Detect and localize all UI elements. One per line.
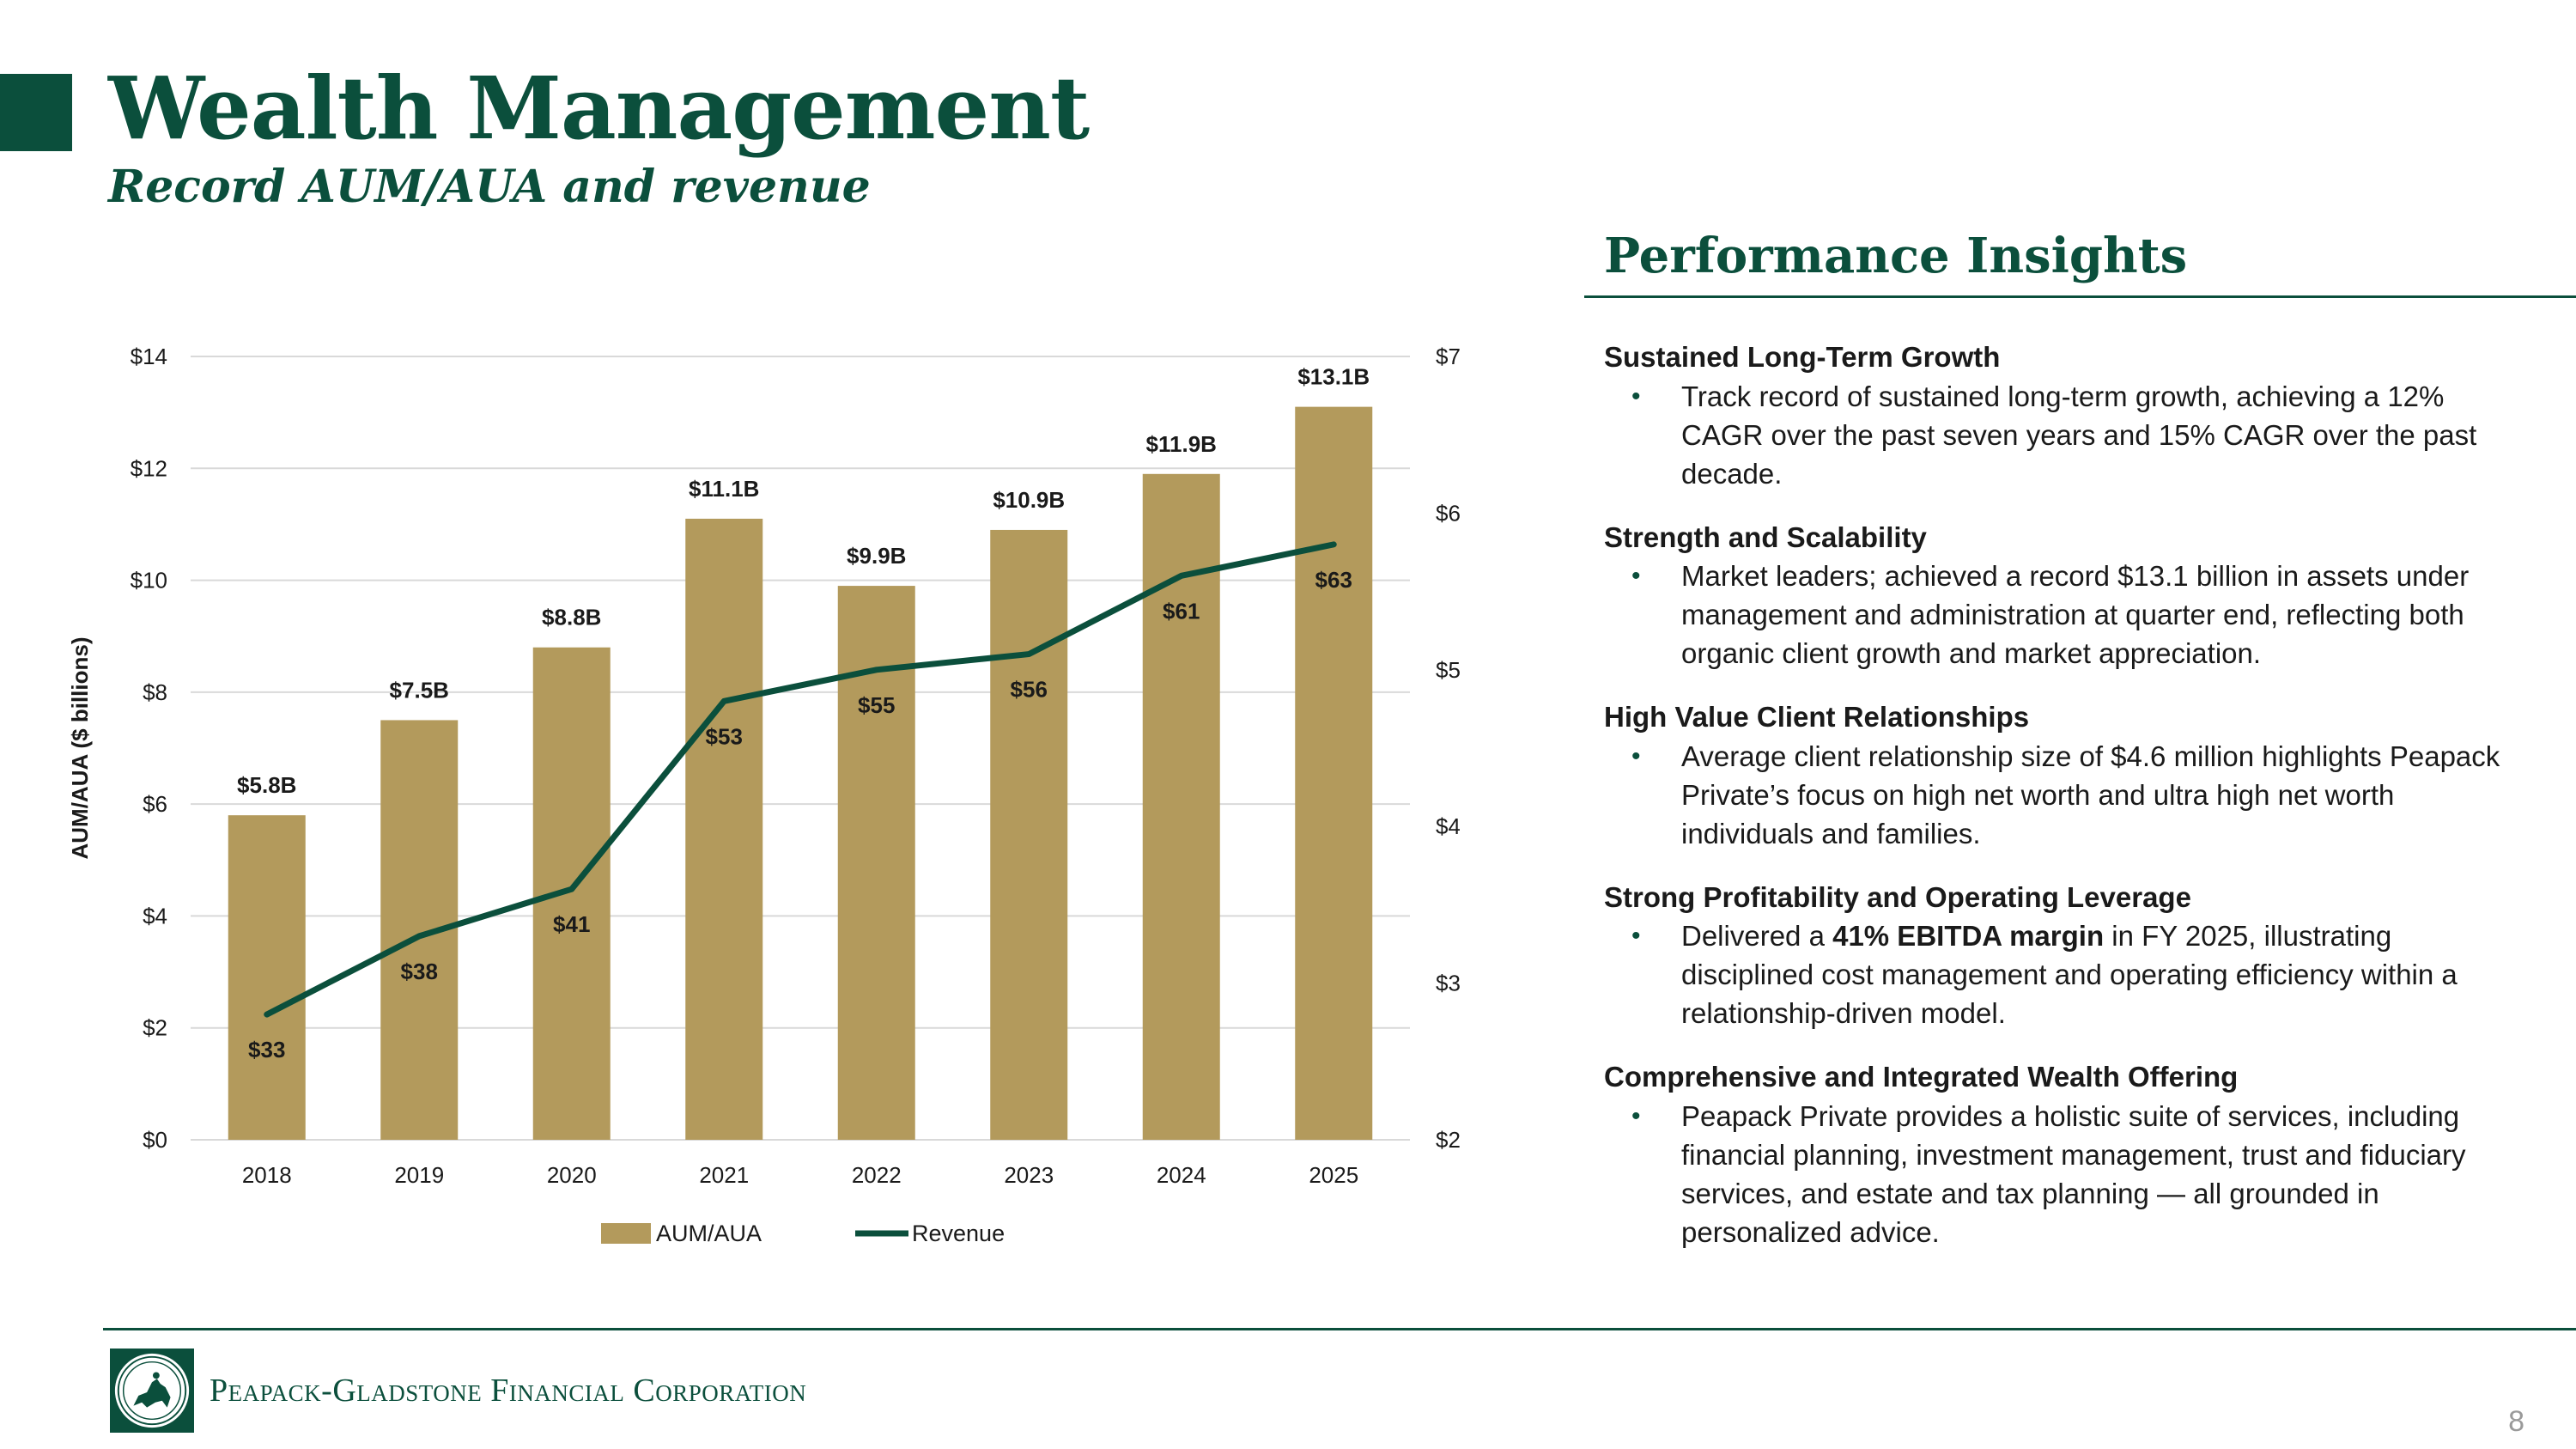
aum-data-label: $9.9B xyxy=(847,543,906,569)
chart-gridlines xyxy=(191,356,1410,1141)
insight-heading: Strong Profitability and Operating Lever… xyxy=(1604,880,2191,913)
aum-data-label: $8.8B xyxy=(542,605,601,630)
page-number: 8 xyxy=(2508,1405,2524,1438)
y2-tick-label: $45 xyxy=(1436,813,1460,839)
aum-revenue-chart: $5.8B $7.5B $8.8B $11.1B $9.9B $10.9B $11.9B $1… xyxy=(67,344,1460,1246)
y2-tick-label: $25 xyxy=(1436,1127,1460,1153)
x-tick-label: 2024 xyxy=(1157,1162,1206,1188)
x-tick-label: 2020 xyxy=(547,1162,597,1188)
bullet-icon: • xyxy=(1631,381,1641,411)
x-tick-label: 2019 xyxy=(394,1162,444,1188)
aum-bar xyxy=(532,647,611,1140)
insight-item: High Value Client Relationships • Average… xyxy=(1604,698,2531,853)
y-axis-title: AUM/AUA ($ billions) xyxy=(67,636,93,859)
revenue-line-group xyxy=(264,541,1337,1018)
x-tick-label: 2025 xyxy=(1309,1162,1358,1188)
chart-legend: AUM/AUA Revenue xyxy=(601,1221,1005,1246)
insight-item: Strength and Scalability • Market leaders… xyxy=(1604,519,2531,673)
aum-data-label: $10.9B xyxy=(993,487,1065,513)
aum-data-label: $13.1B xyxy=(1297,364,1370,390)
bullet-icon: • xyxy=(1631,1101,1641,1130)
revenue-data-label: $61 xyxy=(1163,598,1200,624)
y2-tick-label: $75 xyxy=(1436,344,1460,369)
y2-tick-label: $55 xyxy=(1436,657,1460,683)
insights-divider xyxy=(1584,295,2576,298)
y-tick-label: $14 xyxy=(131,344,167,369)
insight-body: • Average client relationship size of $4.… xyxy=(1604,737,2531,853)
revenue-point xyxy=(1179,574,1183,578)
aum-bar xyxy=(1295,406,1373,1141)
aum-data-label: $7.5B xyxy=(390,677,449,703)
aum-data-label: $11.1B xyxy=(689,476,759,502)
y-tick-label: $0 xyxy=(143,1127,167,1153)
x-tick-label: 2023 xyxy=(1004,1162,1054,1188)
page-subtitle: Record AUM/AUA and revenue xyxy=(108,161,871,213)
revenue-point xyxy=(1332,542,1336,546)
y-tick-label: $2 xyxy=(143,1015,167,1041)
bullet-icon: • xyxy=(1631,741,1641,770)
revenue-data-label: $55 xyxy=(858,692,895,718)
legend-swatch-aum xyxy=(601,1223,651,1244)
revenue-data-label: $56 xyxy=(1011,677,1048,703)
insight-body: • Track record of sustained long-term gro… xyxy=(1604,377,2531,493)
y2-tick-label: $35 xyxy=(1436,971,1460,996)
aum-bar xyxy=(837,586,915,1140)
legend-label-revenue: Revenue xyxy=(912,1221,1005,1246)
bullet-icon: • xyxy=(1631,562,1641,591)
x-tick-label: 2021 xyxy=(699,1162,749,1188)
legend-label-aum: AUM/AUA xyxy=(656,1221,762,1246)
insight-heading: High Value Client Relationships xyxy=(1604,701,2030,734)
insight-body: • Delivered a 41% EBITDA margin in FY 202… xyxy=(1604,916,2531,1032)
y-tick-label: $12 xyxy=(131,455,167,481)
footer-divider xyxy=(103,1328,2576,1330)
revenue-point xyxy=(569,887,574,892)
insight-item: Sustained Long-Term Growth • Track record… xyxy=(1604,338,2531,493)
aum-bar xyxy=(1142,473,1220,1140)
insight-item: Strong Profitability and Operating Lever… xyxy=(1604,879,2531,1033)
chart-axes: $0 $2 $4 $6 $8 $10 $12 $14 $25 $35 $45 $55 $65 $75 AUM… xyxy=(67,344,1460,1188)
y-tick-label: $8 xyxy=(143,679,167,705)
bullet-icon: • xyxy=(1631,922,1641,951)
aum-bar xyxy=(685,518,763,1140)
revenue-data-label: $33 xyxy=(248,1037,285,1062)
title-accent-square xyxy=(0,74,72,151)
revenue-data-label: $53 xyxy=(706,723,743,749)
y2-tick-label: $65 xyxy=(1436,500,1460,526)
aum-data-label: $11.9B xyxy=(1146,431,1217,457)
revenue-point xyxy=(874,667,878,672)
revenue-point xyxy=(264,1013,269,1017)
y-tick-label: $4 xyxy=(143,903,167,928)
y-tick-label: $6 xyxy=(143,791,167,817)
x-tick-label: 2022 xyxy=(852,1162,902,1188)
revenue-data-label: $63 xyxy=(1315,567,1352,593)
revenue-data-label: $41 xyxy=(553,911,590,937)
insights-title: Performance Insights xyxy=(1604,228,2188,284)
insight-heading: Sustained Long-Term Growth xyxy=(1604,341,2001,373)
aum-bar xyxy=(990,529,1068,1140)
insight-heading: Comprehensive and Integrated Wealth Offe… xyxy=(1604,1061,2239,1093)
revenue-line xyxy=(264,541,1337,1018)
company-name: Peapack-Gladstone Financial Corporation xyxy=(210,1373,807,1409)
horse-rider-seal-icon xyxy=(110,1349,194,1433)
revenue-point xyxy=(1027,652,1031,656)
revenue-point xyxy=(417,934,422,938)
y-tick-label: $10 xyxy=(131,568,167,594)
x-tick-label: 2018 xyxy=(242,1162,292,1188)
insight-heading: Strength and Scalability xyxy=(1604,521,1927,553)
revenue-data-label: $38 xyxy=(401,959,438,984)
chart-labels: $5.8B $7.5B $8.8B $11.1B $9.9B $10.9B $11.9B $1… xyxy=(237,364,1370,1062)
aum-data-label: $5.8B xyxy=(237,772,296,798)
insights-list: Sustained Long-Term Growth • Track record… xyxy=(1604,338,2531,1277)
revenue-point xyxy=(722,699,726,703)
page-title: Wealth Management xyxy=(108,58,1090,159)
insight-item: Comprehensive and Integrated Wealth Offe… xyxy=(1604,1058,2531,1251)
aum-bars xyxy=(228,406,1373,1141)
aum-bar xyxy=(228,815,306,1140)
insight-body: • Market leaders; achieved a record $13.1… xyxy=(1604,557,2531,673)
insight-body: • Peapack Private provides a holistic sui… xyxy=(1604,1097,2531,1251)
